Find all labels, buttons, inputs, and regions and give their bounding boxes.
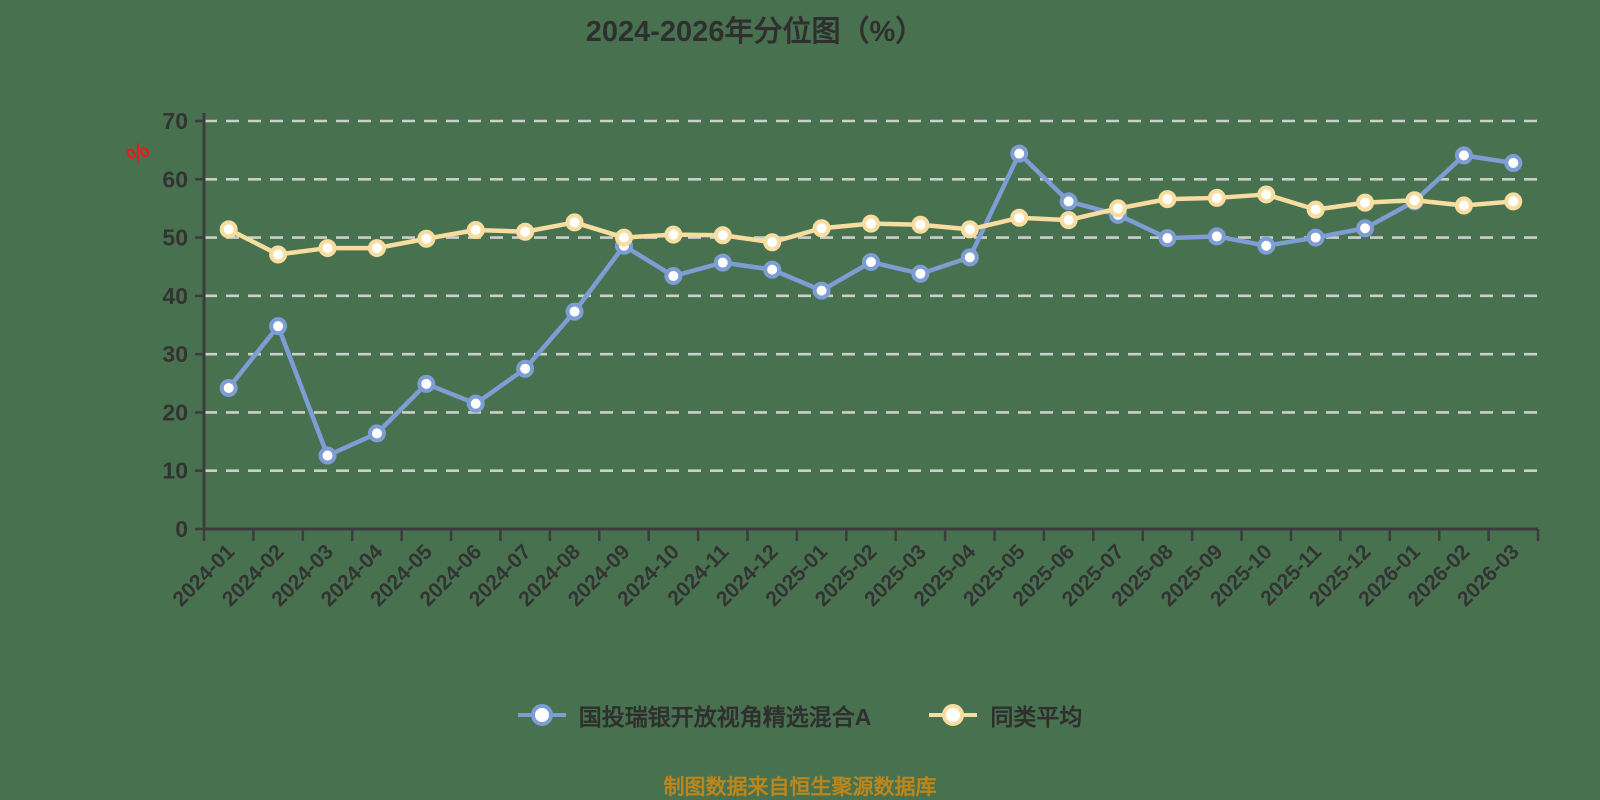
series-point-fund[interactable]: 2025-04: 46.6	[960, 248, 979, 267]
series-point-average[interactable]: 2024-12: 49.2	[763, 233, 782, 252]
series-point-average[interactable]: 2024-09: 50	[614, 228, 633, 247]
series-point-average[interactable]: 2025-01: 51.6	[812, 219, 831, 238]
legend-label-average: 同类平均	[990, 704, 1083, 730]
series-point-average[interactable]: 2025-04: 51.4	[960, 220, 979, 239]
y-axis-tick-label: 50	[162, 225, 188, 251]
series-point-fund[interactable]: 2025-01: 40.9	[812, 281, 831, 300]
series-point-fund[interactable]: 2024-08: 37.3	[565, 302, 584, 321]
series-point-average[interactable]: 2025-03: 52.2	[911, 215, 930, 234]
series-point-fund[interactable]: 2025-03: 43.8	[911, 264, 930, 283]
series-point-fund[interactable]: 2026-02: 64.1	[1454, 146, 1473, 165]
series-point-average[interactable]: 2024-04: 48.2	[367, 239, 386, 258]
series-point-fund[interactable]: 2024-06: 21.5	[466, 394, 485, 413]
series-point-average[interactable]: 2026-02: 55.5	[1454, 196, 1473, 215]
average-series-legend-marker	[929, 704, 978, 726]
series-point-fund[interactable]: 2024-10: 43.4	[664, 267, 683, 286]
series-point-fund[interactable]: 2024-12: 44.5	[763, 260, 782, 279]
series-point-fund[interactable]: 2024-03: 12.6	[318, 446, 337, 465]
chart-title: 2024-2026年分位图（%）	[585, 16, 925, 48]
series-point-fund[interactable]: 2025-06: 56.2	[1059, 192, 1078, 211]
series-point-average[interactable]: 2024-01: 51.4	[219, 220, 238, 239]
series-point-fund[interactable]: 2024-02: 34.8	[269, 317, 288, 336]
series-point-average[interactable]: 2025-08: 56.6	[1158, 190, 1177, 209]
series-point-fund[interactable]: 2025-09: 50.2	[1207, 227, 1226, 246]
series-point-average[interactable]: 2024-11: 50.4	[713, 226, 732, 245]
series-point-fund[interactable]: 2025-02: 45.8	[862, 253, 880, 272]
series-point-fund[interactable]: 2024-07: 27.5	[516, 359, 535, 378]
series-point-fund[interactable]: 2026-03: 62.8	[1504, 153, 1523, 172]
y-axis-tick-label: 30	[162, 341, 188, 367]
chart-legend: 国投瑞银开放视角精选混合A 同类平均	[0, 698, 1600, 732]
legend-item-fund[interactable]: 国投瑞银开放视角精选混合A	[517, 698, 872, 732]
series-point-fund[interactable]: 2025-05: 64.4	[1010, 144, 1029, 163]
series-point-fund[interactable]: 2025-11: 50	[1306, 228, 1325, 247]
series-point-fund[interactable]: 2025-12: 51.6	[1356, 219, 1375, 238]
series-point-fund[interactable]: 2024-11: 45.7	[713, 253, 732, 272]
legend-label-fund: 国投瑞银开放视角精选混合A	[578, 704, 872, 730]
series-point-average[interactable]: 2025-09: 56.8	[1207, 188, 1226, 207]
legend-item-average[interactable]: 同类平均	[929, 698, 1082, 732]
series-point-average[interactable]: 2026-01: 56.4	[1405, 191, 1424, 210]
series-point-fund[interactable]: 2024-01: 24.2	[219, 378, 238, 397]
series-point-average[interactable]: 2024-10: 50.5	[664, 225, 683, 244]
series-point-average[interactable]: 2026-03: 56.2	[1504, 192, 1523, 211]
y-axis-tick-label: 20	[162, 399, 188, 425]
series-point-fund[interactable]: 2024-04: 16.4	[367, 424, 386, 443]
series-point-average[interactable]: 2024-07: 51	[516, 222, 535, 241]
data-source-note: 制图数据来自恒生聚源数据库	[663, 776, 937, 799]
series-point-average[interactable]: 2024-06: 51.3	[466, 220, 485, 239]
series-line-fund	[226, 151, 1516, 458]
series-point-average[interactable]: 2025-12: 56	[1356, 193, 1375, 212]
series-point-average[interactable]: 2024-08: 52.6	[565, 213, 584, 232]
series-point-fund[interactable]: 2025-08: 49.9	[1158, 229, 1177, 248]
series-point-average[interactable]: 2025-02: 52.4	[862, 214, 880, 233]
series-point-fund[interactable]: 2025-10: 48.6	[1257, 236, 1276, 255]
series-point-fund[interactable]: 2024-05: 24.9	[417, 374, 436, 393]
y-axis-tick-label: 60	[162, 166, 188, 192]
series-point-average[interactable]: 2025-07: 55	[1109, 199, 1128, 218]
series-point-average[interactable]: 2024-05: 49.8	[417, 229, 436, 248]
fund-series-legend-marker	[517, 704, 566, 726]
y-axis-tick-label: 70	[162, 108, 188, 134]
series-point-average[interactable]: 2024-02: 47.1	[269, 245, 288, 264]
y-axis-tick-label: 0	[175, 516, 188, 542]
y-axis-tick-label: 40	[162, 283, 188, 309]
series-point-average[interactable]: 2025-05: 53.4	[1010, 208, 1029, 227]
series-point-average[interactable]: 2025-06: 53	[1059, 211, 1078, 230]
y-axis-tick-label: 10	[162, 458, 188, 484]
series-point-average[interactable]: 2024-03: 48.2	[318, 239, 337, 258]
series-point-average[interactable]: 2025-11: 54.8	[1306, 200, 1325, 219]
series-point-average[interactable]: 2025-10: 57.4	[1257, 185, 1276, 204]
